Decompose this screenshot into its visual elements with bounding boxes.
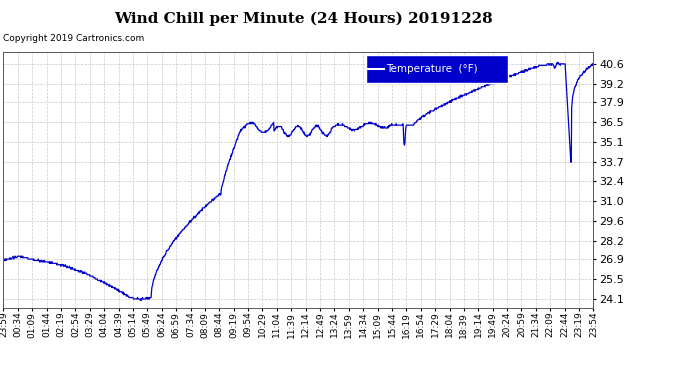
Text: Wind Chill per Minute (24 Hours) 20191228: Wind Chill per Minute (24 Hours) 2019122… [115, 11, 493, 26]
Text: Temperature  (°F): Temperature (°F) [386, 64, 477, 74]
Text: Copyright 2019 Cartronics.com: Copyright 2019 Cartronics.com [3, 34, 145, 43]
FancyBboxPatch shape [366, 55, 508, 83]
